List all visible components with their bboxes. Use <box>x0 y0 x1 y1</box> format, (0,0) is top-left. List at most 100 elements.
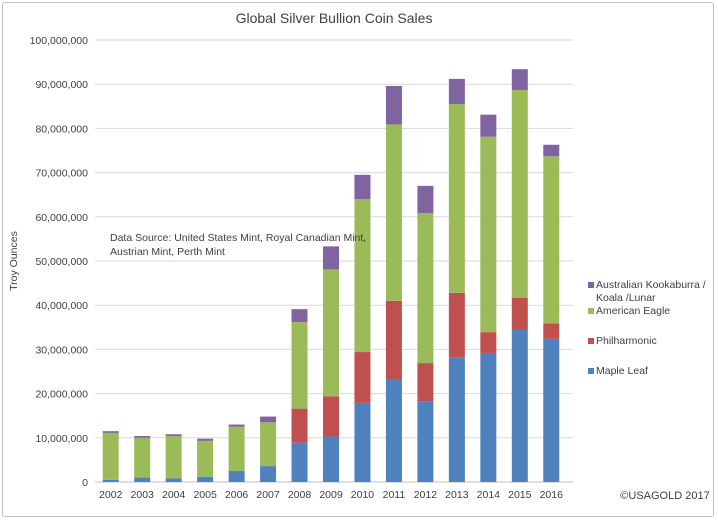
legend-swatch <box>588 308 594 314</box>
x-tick-label: 2002 <box>99 489 123 501</box>
bar-segment-maple-2016 <box>543 338 560 482</box>
bar-segment-american-2015 <box>511 89 528 298</box>
bar-segment-australian-2010 <box>354 174 371 200</box>
x-tick-label: 2015 <box>508 489 532 501</box>
bar-segment-australian-2002 <box>102 431 119 433</box>
x-tick-label: 2008 <box>288 489 312 501</box>
legend-swatch <box>588 282 594 288</box>
x-tick-label: 2004 <box>162 489 186 501</box>
bar-segment-american-2013 <box>448 104 465 293</box>
y-tick-label: 0 <box>82 477 88 489</box>
bar-segment-philharmonic-2012 <box>417 363 434 402</box>
legend-swatch <box>588 338 594 344</box>
legend-item-american-eagle: American Eagle <box>588 305 713 318</box>
y-tick-label: 40,000,000 <box>35 300 88 312</box>
bar-segment-american-2006 <box>228 426 245 471</box>
annotation-line-1: Data Source: United States Mint, Royal C… <box>110 232 366 244</box>
bar-segment-american-2007 <box>260 422 277 467</box>
bar-segment-american-2012 <box>417 213 434 364</box>
bar-segment-american-2002 <box>102 432 119 480</box>
bar-segment-australian-2006 <box>228 424 245 427</box>
y-tick-label: 50,000,000 <box>35 256 88 268</box>
bar-segment-american-2008 <box>291 321 308 409</box>
y-tick-label: 60,000,000 <box>35 212 88 224</box>
y-tick-label: 10,000,000 <box>35 433 88 445</box>
y-tick-label: 90,000,000 <box>35 79 88 91</box>
legend-label: Maple Leaf <box>596 365 648 377</box>
bar-segment-maple-2006 <box>228 470 245 482</box>
bar-segment-maple-2002 <box>102 479 119 482</box>
bar-segment-american-2009 <box>323 269 339 397</box>
x-tick-label: 2003 <box>131 489 155 501</box>
bar-segment-american-2016 <box>543 156 560 324</box>
y-tick-label: 80,000,000 <box>35 123 88 135</box>
bar-segment-maple-2013 <box>448 357 465 482</box>
y-tick-label: 100,000,000 <box>30 35 89 47</box>
bar-segment-philharmonic-2008 <box>291 408 308 443</box>
bar-segment-maple-2014 <box>480 352 497 482</box>
bar-segment-australian-2015 <box>511 69 528 90</box>
x-tick-label: 2007 <box>256 489 280 501</box>
bar-segment-american-2003 <box>134 437 151 478</box>
bar-segment-maple-2003 <box>134 477 151 482</box>
bar-segment-philharmonic-2010 <box>354 352 371 403</box>
bar-segment-maple-2004 <box>165 478 182 482</box>
bar-segment-australian-2011 <box>385 85 402 125</box>
copyright-text: ©USAGOLD 2017 <box>620 490 709 502</box>
bar-segment-australian-2003 <box>134 436 151 438</box>
bar-segment-maple-2010 <box>354 402 371 482</box>
bar-segment-philharmonic-2016 <box>543 323 560 339</box>
bar-segment-australian-2005 <box>197 438 214 441</box>
bar-segment-maple-2005 <box>197 476 214 482</box>
bar-segment-philharmonic-2015 <box>511 297 528 330</box>
legend-item-kookaburra: Australian Kookaburra / Koala /Lunar <box>588 279 713 305</box>
bar-segment-maple-2015 <box>511 329 528 482</box>
bar-segment-american-2011 <box>385 124 402 301</box>
x-tick-label: 2005 <box>193 489 217 501</box>
legend-item-maple-leaf: Maple Leaf <box>588 365 713 378</box>
bar-segment-australian-2013 <box>448 78 465 105</box>
x-tick-label: 2014 <box>477 489 501 501</box>
bar-segment-australian-2012 <box>417 185 434 214</box>
bar-segment-american-2010 <box>354 199 371 353</box>
bar-segment-philharmonic-2013 <box>448 292 465 358</box>
bar-segment-american-2014 <box>480 136 497 333</box>
x-tick-label: 2006 <box>225 489 249 501</box>
bar-segment-australian-2016 <box>543 144 560 157</box>
bar-segment-australian-2008 <box>291 309 308 322</box>
chart-title: Global Silver Bullion Coin Sales <box>236 10 433 26</box>
bar-segment-australian-2009 <box>323 246 339 270</box>
bar-segment-australian-2007 <box>260 416 277 423</box>
y-tick-label: 30,000,000 <box>35 344 88 356</box>
bar-segment-philharmonic-2009 <box>323 396 339 437</box>
legend-swatch <box>588 368 594 374</box>
bar-segment-australian-2004 <box>165 434 182 437</box>
x-tick-label: 2010 <box>351 489 375 501</box>
x-tick-label: 2011 <box>383 489 406 501</box>
bar-segment-philharmonic-2011 <box>385 300 402 380</box>
x-tick-label: 2009 <box>319 489 343 501</box>
y-tick-label: 70,000,000 <box>35 168 88 180</box>
bar-segment-australian-2014 <box>480 114 497 137</box>
legend-label: Australian Kookaburra / Koala /Lunar <box>596 279 706 304</box>
x-tick-label: 2012 <box>414 489 438 501</box>
x-tick-label: 2013 <box>445 489 469 501</box>
annotation-line-2: Austrian Mint, Perth Mint <box>110 246 225 258</box>
legend-label: American Eagle <box>596 305 671 317</box>
bar-segment-maple-2008 <box>291 442 308 482</box>
legend-item-philharmonic: Philharmonic <box>588 335 713 348</box>
legend-label: Philharmonic <box>596 335 657 347</box>
bar-segment-philharmonic-2014 <box>480 332 497 353</box>
bar-segment-american-2005 <box>197 440 214 477</box>
bar-segment-maple-2012 <box>417 401 434 482</box>
bar-segment-maple-2007 <box>260 466 277 482</box>
bar-segment-maple-2011 <box>385 379 402 482</box>
y-tick-label: 20,000,000 <box>35 389 88 401</box>
bar-segment-american-2004 <box>165 436 182 479</box>
x-tick-label: 2016 <box>540 489 564 501</box>
bar-segment-maple-2009 <box>323 436 339 482</box>
y-axis-label: Troy Ounces <box>8 231 20 291</box>
